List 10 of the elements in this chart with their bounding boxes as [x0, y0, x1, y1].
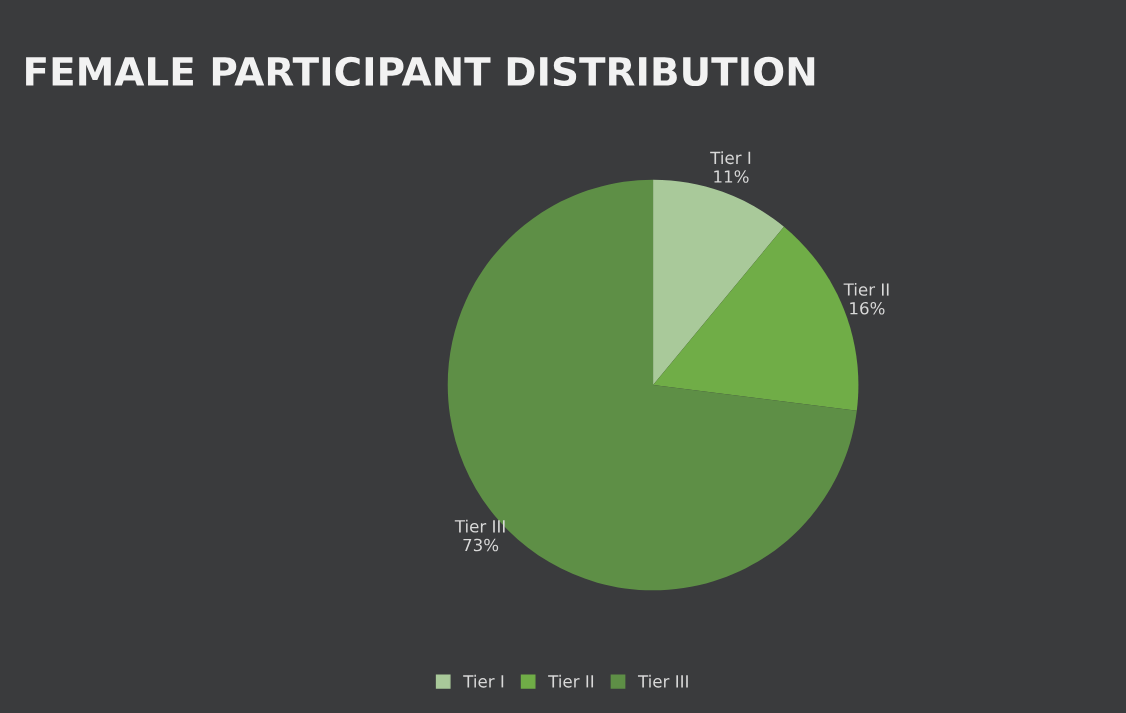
slice-label: Tier III: [454, 519, 505, 533]
legend-label: Tier II: [548, 674, 594, 688]
legend-label: Tier III: [637, 674, 688, 688]
slice-label: Tier II: [843, 282, 889, 296]
data-label: 11%: [714, 170, 749, 183]
legend-label: Tier I: [463, 674, 504, 688]
data-label: 73%: [463, 538, 499, 552]
slice-label: Tier I: [710, 151, 751, 165]
chart-title: FEMALE PARTICIPANT DISTRIBUTION: [26, 56, 815, 87]
data-label: 16%: [850, 301, 885, 315]
